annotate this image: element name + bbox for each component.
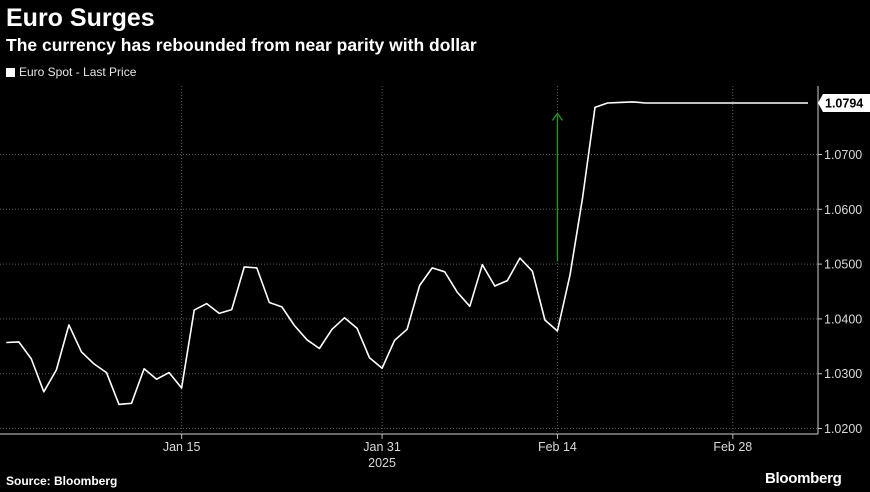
data-point (43, 391, 44, 392)
y-tick-label: 1.0300 (824, 367, 862, 381)
arrow-head (551, 112, 563, 121)
data-point (281, 306, 282, 307)
data-point (381, 368, 382, 369)
y-tick-label: 1.0500 (824, 258, 862, 272)
legend-swatch (6, 68, 15, 77)
data-point (169, 372, 170, 373)
data-point (194, 310, 195, 311)
axes (0, 86, 822, 439)
x-tick-label: Jan 31 (363, 440, 401, 454)
data-point (394, 340, 395, 341)
data-point (6, 342, 7, 343)
x-year-label: 2025 (368, 456, 396, 470)
data-point (356, 328, 357, 329)
data-point (457, 291, 458, 292)
data-point (594, 107, 595, 108)
data-point (682, 102, 683, 103)
y-tick-label: 1.0200 (824, 422, 862, 436)
data-point (369, 357, 370, 358)
data-point (757, 102, 758, 103)
data-point (619, 102, 620, 103)
legend-label: Euro Spot - Last Price (19, 65, 137, 79)
data-point (695, 102, 696, 103)
data-point (745, 102, 746, 103)
series-line-euro-spot (6, 101, 808, 406)
data-point (68, 324, 69, 325)
data-point (494, 285, 495, 286)
data-point (670, 102, 671, 103)
data-point (707, 102, 708, 103)
data-point (156, 379, 157, 380)
data-point (519, 257, 520, 258)
data-point (469, 306, 470, 307)
data-point (569, 274, 570, 275)
data-point (507, 280, 508, 281)
data-point (444, 271, 445, 272)
data-point (419, 285, 420, 286)
data-point (306, 339, 307, 340)
data-point (657, 102, 658, 103)
legend: Euro Spot - Last Price (6, 65, 136, 79)
data-point (118, 404, 119, 405)
data-point (807, 102, 808, 103)
data-point (582, 198, 583, 199)
last-value-box (818, 93, 870, 112)
data-point (720, 102, 721, 103)
data-point (532, 271, 533, 272)
brand-logo: Bloomberg (765, 470, 842, 487)
data-point (219, 313, 220, 314)
data-point (645, 102, 646, 103)
data-point (18, 341, 19, 342)
data-point (294, 325, 295, 326)
data-point (432, 267, 433, 268)
data-point (482, 264, 483, 265)
y-tick-label: 1.0700 (824, 148, 862, 162)
data-point (607, 102, 608, 103)
y-tick-label: 1.0400 (824, 312, 862, 326)
data-point (782, 102, 783, 103)
data-point (632, 101, 633, 102)
data-point (231, 309, 232, 310)
source-note: Source: Bloomberg (6, 474, 118, 488)
data-point (407, 329, 408, 330)
data-point (181, 387, 182, 388)
data-point (81, 351, 82, 352)
last-value-badge: 1.0794 (818, 93, 870, 112)
x-tick-label: Feb 14 (538, 440, 577, 454)
chart-title: Euro Surges (6, 4, 155, 32)
data-point (344, 317, 345, 318)
chart-subtitle: The currency has rebounded from near par… (6, 35, 477, 55)
data-point (206, 303, 207, 304)
data-point (244, 266, 245, 267)
data-point (56, 369, 57, 370)
annotations (551, 112, 563, 262)
labels: 1.0200 1.0300 1.0400 1.0500 1.0600 1.0700 Jan … (163, 93, 870, 470)
data-point (544, 319, 545, 320)
series (6, 101, 808, 406)
data-point (131, 403, 132, 404)
data-point (732, 102, 733, 103)
data-point (93, 363, 94, 364)
grid (0, 86, 818, 434)
data-point (31, 358, 32, 359)
data-point (770, 102, 771, 103)
data-point (557, 330, 558, 331)
data-point (331, 329, 332, 330)
y-tick-label: 1.0600 (824, 203, 862, 217)
data-point (795, 102, 796, 103)
data-point (269, 302, 270, 303)
data-point (106, 372, 107, 373)
data-point (319, 348, 320, 349)
data-point (256, 267, 257, 268)
x-tick-label: Feb 28 (713, 440, 752, 454)
last-value-label: 1.0794 (825, 96, 863, 110)
data-point (143, 368, 144, 369)
x-tick-label: Jan 15 (163, 440, 201, 454)
